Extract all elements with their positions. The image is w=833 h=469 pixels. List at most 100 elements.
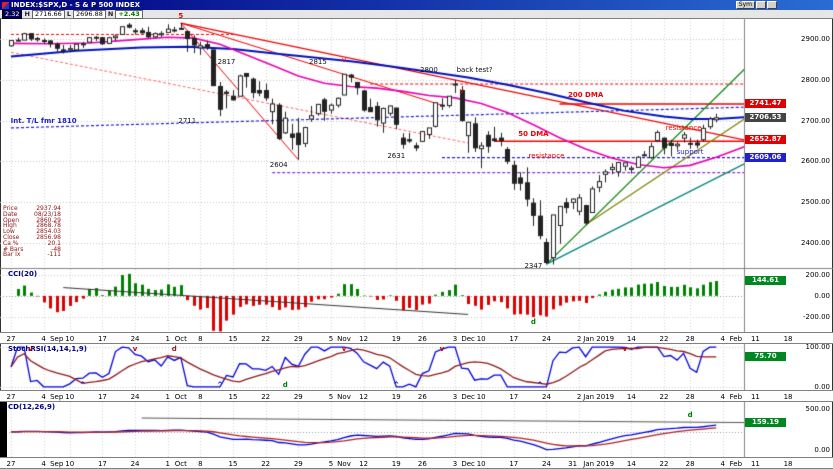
stochrsi-marker-peak: v (28, 345, 33, 353)
x-axis-tick: 17 (97, 393, 107, 401)
x-axis-tick: 10 (65, 393, 75, 401)
x-axis-tick: 27 (6, 335, 16, 343)
x-axis-tick: 26 (417, 335, 427, 343)
x-axis-tick: Sep (50, 460, 64, 468)
x-axis-tick: 17 (97, 335, 107, 343)
x-axis-tick: 17 (509, 460, 519, 468)
titlebar-button-sym[interactable]: Sym (735, 1, 755, 9)
x-axis-tick: 19 (391, 460, 401, 468)
x-axis-tick: 17 (97, 460, 107, 468)
x-axis-tick: 28 (685, 460, 695, 468)
x-axis-tick: 15 (228, 335, 238, 343)
macd-badge: 159.19 (745, 418, 786, 427)
titlebar-button[interactable] (756, 1, 766, 9)
quote-field-value: 2.32 (2, 9, 23, 19)
x-axis-tick: 11 (750, 393, 760, 401)
price-badge: 2741.47 (745, 99, 786, 109)
x-axis-tick: 2 (576, 393, 582, 401)
x-axis-tick: Feb (729, 393, 743, 401)
x-axis-tick: 22 (659, 335, 669, 343)
quote-field-value: +2.43 (115, 9, 143, 19)
titlebar-button[interactable] (767, 1, 777, 9)
x-axis-tick: 26 (417, 393, 427, 401)
x-axis-tick: Jan 2019 (583, 335, 615, 343)
x-axis-row-3: 27 4 Sep 10 17 24 1 Oct 8 15 22 29 5 Nov 12 19 26 3 Dec 10 1… (0, 457, 833, 469)
chart-annotation: support (676, 148, 704, 157)
x-axis-tick: 12 (359, 335, 369, 343)
chart-annotation: 2817 (217, 58, 236, 67)
price-axis-label: 2700.00 (801, 116, 830, 125)
x-axis-tick: 17 (509, 393, 519, 401)
stochrsi-marker-peak: v (341, 345, 347, 353)
price-axis-label: 2800.00 (801, 75, 830, 84)
x-axis-tick: 17 (509, 335, 519, 343)
price-axis-label: 2900.00 (801, 35, 830, 44)
x-axis-tick: 29 (293, 460, 303, 468)
price-axis-label: 2600.00 (801, 157, 830, 166)
price-badge: 2609.06 (745, 153, 786, 163)
stochrsi-marker-trough: ^ (217, 381, 223, 389)
stochrsi-marker-trough: ^ (536, 381, 543, 389)
x-axis-tick: 10 (65, 460, 75, 468)
x-axis-tick: 29 (293, 393, 303, 401)
x-axis-tick: 18 (783, 460, 793, 468)
x-axis-tick: 18 (783, 335, 793, 343)
x-axis-tick: 3 (452, 335, 458, 343)
x-axis-tick: 10 (476, 393, 486, 401)
x-axis-tick: Dec (461, 393, 475, 401)
x-axis-tick: Nov (337, 393, 351, 401)
price-axis-label: 2400.00 (801, 238, 830, 247)
x-axis-tick: 24 (130, 393, 140, 401)
cci-badge: 144.61 (745, 276, 786, 286)
x-axis-tick: 8 (198, 393, 203, 401)
x-axis-tick: 22 (261, 335, 271, 343)
app-icon (2, 1, 9, 9)
chart-annotation: 2604 (269, 161, 288, 170)
x-axis-tick: 14 (626, 460, 636, 468)
x-axis-tick: 28 (685, 393, 695, 401)
x-axis-tick: Nov (337, 460, 351, 468)
x-axis-tick: 4 (41, 460, 46, 468)
databox-row: Date 08/23/18 (3, 210, 61, 218)
x-axis-tick: 3 (452, 393, 458, 401)
x-axis-tick: 24 (541, 335, 551, 343)
x-axis-tick: 3 (452, 460, 458, 468)
cci-axis-label: 0.00 (814, 291, 830, 300)
x-axis-tick: 19 (391, 393, 401, 401)
x-axis-tick: Sep (50, 393, 64, 401)
chart-annotation: 50 DMA (518, 129, 549, 138)
macd-axis-label: 0.00 (814, 446, 830, 454)
x-axis-tick: Dec (461, 460, 475, 468)
x-axis-tick: 22 (659, 393, 669, 401)
x-axis-tick: 27 (6, 393, 16, 401)
x-axis-tick: 10 (476, 460, 486, 468)
x-axis-tick: 12 (359, 460, 369, 468)
price-axis-label: 2500.00 (801, 197, 830, 206)
quote-field-value: 2696.88 (72, 9, 106, 19)
x-axis-tick: Feb (729, 460, 743, 468)
databox-row: Price 2937.94 (3, 205, 61, 212)
cci-annotation: d (530, 318, 536, 327)
x-axis-tick: 22 (261, 460, 271, 468)
x-axis-tick: Dec (461, 335, 475, 343)
x-axis-tick: 18 (783, 393, 793, 401)
macd-panel-label: CD(12,26,9) (8, 403, 56, 411)
chart-annotation: 200 DMA (568, 91, 604, 100)
chart-annotation: 2631 (387, 151, 406, 160)
x-axis-tick: 24 (541, 393, 551, 401)
x-axis-tick: Oct (174, 393, 187, 401)
x-axis-tick: Jan 2019 (583, 460, 615, 468)
stochrsi-axis-label: 0.00 (814, 382, 830, 391)
x-axis-tick: 22 (659, 460, 669, 468)
title-bar[interactable]: INDEX:$SPX,D - S & P 500 INDEX Sym (0, 0, 833, 10)
stochrsi-axis-label: 100.00 (805, 343, 831, 352)
window-title: INDEX:$SPX,D - S & P 500 INDEX (11, 1, 141, 9)
chart-annotation: 2800 (419, 66, 438, 75)
chart-annotation: resistance (528, 152, 565, 161)
stochrsi-marker-peak: v (132, 345, 138, 353)
databox-row: Ca % 20.1 (3, 239, 61, 247)
x-axis-tick: 27 (6, 460, 16, 468)
x-axis-tick: Oct (174, 335, 187, 343)
databox-row: # Bars -48 (3, 245, 61, 253)
